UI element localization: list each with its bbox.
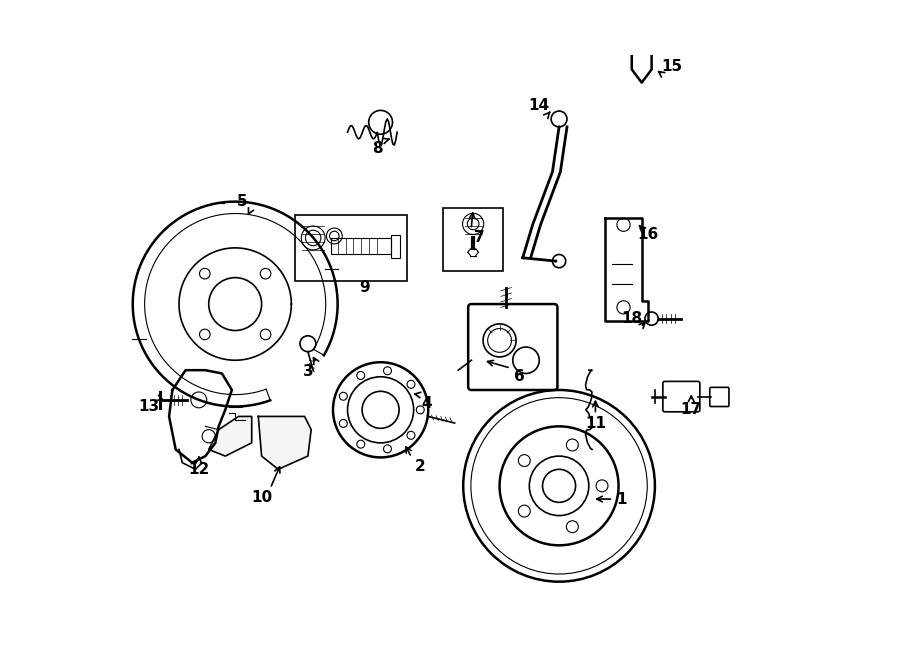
Text: 3: 3 — [302, 364, 313, 379]
Text: 8: 8 — [372, 141, 382, 156]
Circle shape — [356, 440, 365, 448]
Circle shape — [356, 371, 365, 379]
Text: 1: 1 — [616, 492, 627, 506]
Circle shape — [417, 406, 424, 414]
Text: 9: 9 — [359, 280, 369, 295]
Text: 14: 14 — [528, 98, 550, 113]
Text: 12: 12 — [188, 462, 210, 477]
Circle shape — [383, 367, 392, 375]
Circle shape — [339, 420, 347, 428]
Text: 4: 4 — [421, 396, 432, 410]
Text: 10: 10 — [251, 490, 272, 504]
Circle shape — [339, 392, 347, 400]
Text: 16: 16 — [638, 227, 659, 242]
Bar — [391, 235, 401, 258]
Text: 18: 18 — [621, 311, 643, 326]
Text: 17: 17 — [680, 403, 702, 417]
Bar — [444, 208, 503, 271]
Text: 7: 7 — [474, 231, 485, 245]
Text: 5: 5 — [237, 194, 248, 209]
Bar — [331, 238, 391, 254]
Text: 13: 13 — [139, 399, 160, 414]
Circle shape — [407, 380, 415, 388]
Polygon shape — [209, 416, 252, 456]
Text: 6: 6 — [514, 369, 525, 384]
Polygon shape — [258, 416, 311, 469]
Circle shape — [407, 432, 415, 440]
Circle shape — [383, 445, 392, 453]
Bar — [294, 215, 407, 281]
Text: 2: 2 — [415, 459, 426, 473]
Text: 15: 15 — [661, 59, 682, 73]
Text: 11: 11 — [585, 416, 606, 430]
